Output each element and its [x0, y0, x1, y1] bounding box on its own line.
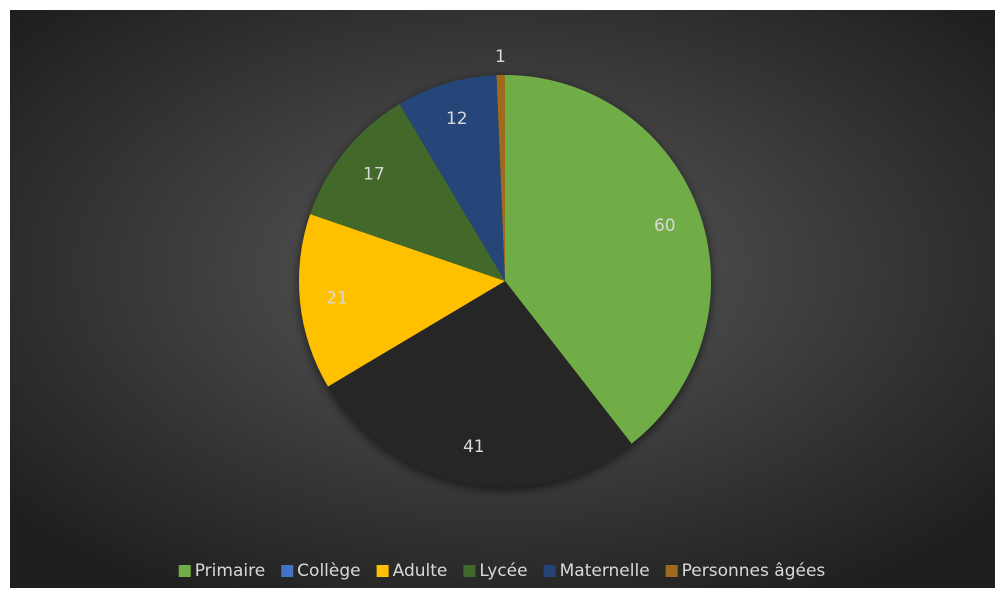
data-label: 1 [495, 47, 506, 67]
legend-swatch [281, 565, 294, 577]
pie-slice [310, 104, 505, 281]
pie-slice [505, 75, 712, 444]
legend-label: Adulte [393, 561, 448, 581]
legend-swatch [665, 565, 678, 577]
legend-swatch [543, 565, 556, 577]
legend-swatch [178, 565, 191, 577]
pie-slice [496, 75, 505, 281]
legend-swatch [463, 565, 476, 577]
pie [298, 75, 712, 487]
legend-label: Collège [297, 561, 360, 581]
legend-label: Maternelle [560, 561, 650, 581]
data-label: 41 [463, 437, 485, 457]
legend-label: Personnes âgées [682, 561, 826, 581]
pie-slice [328, 281, 632, 487]
legend: Primaire Collège Adulte Lycée Maternelle Pers… [178, 561, 826, 581]
legend-label: Lycée [479, 561, 527, 581]
data-labels: 60 41 21 17 12 1 [326, 47, 675, 457]
data-label: 12 [446, 109, 468, 129]
legend-swatch [376, 565, 389, 577]
data-label: 17 [363, 165, 385, 185]
data-label: 21 [326, 288, 348, 308]
legend-label: Primaire [195, 561, 265, 581]
pie-slice [298, 214, 505, 387]
pie-slice [399, 75, 505, 282]
data-label: 60 [654, 216, 676, 236]
